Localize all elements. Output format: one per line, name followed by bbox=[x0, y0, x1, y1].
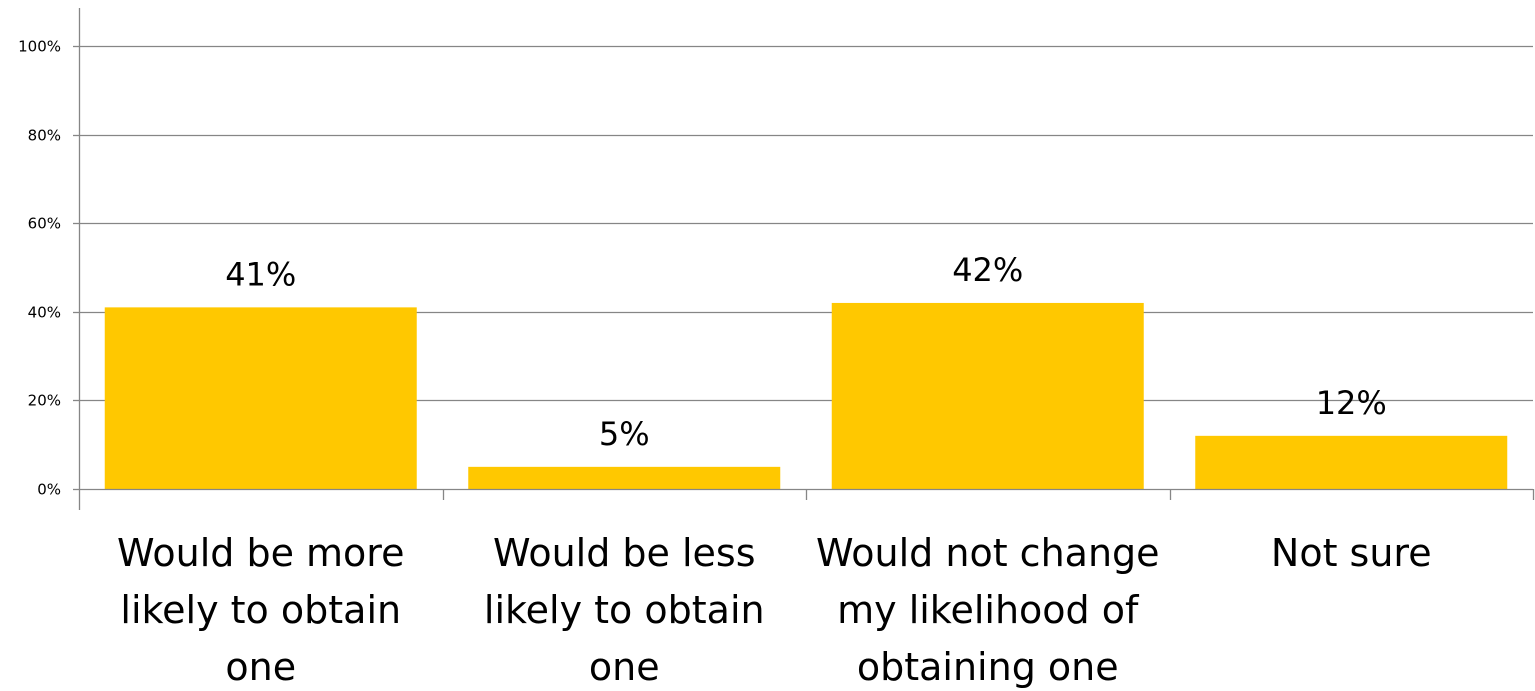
x-category-label-line: Not sure bbox=[1271, 531, 1432, 575]
axes bbox=[73, 8, 1535, 510]
data-label: 12% bbox=[1316, 384, 1387, 422]
data-label: 42% bbox=[952, 251, 1023, 289]
x-category-label-line: Would be more bbox=[117, 531, 404, 575]
data-label: 41% bbox=[225, 255, 296, 293]
x-category-label-line: likely to obtain bbox=[484, 588, 765, 632]
bar bbox=[468, 466, 781, 489]
x-category-label-line: obtaining one bbox=[857, 645, 1119, 689]
y-tick-label: 60% bbox=[28, 215, 61, 233]
x-category-label-line: one bbox=[589, 645, 660, 689]
x-category-label: Would not change my likelihood of obtainin… bbox=[816, 531, 1160, 689]
data-labels: 41% 5% 42% 12% bbox=[225, 251, 1387, 453]
x-category-label-line: one bbox=[225, 645, 296, 689]
y-tick-label: 100% bbox=[18, 38, 61, 56]
y-tick-label: 0% bbox=[37, 481, 61, 499]
data-label: 5% bbox=[599, 415, 650, 453]
x-category-label-line: Would not change bbox=[816, 531, 1160, 575]
y-tick-label: 80% bbox=[28, 127, 61, 145]
x-category-label: Would be more likely to obtain one bbox=[117, 531, 404, 689]
x-category-label-line: my likelihood of bbox=[837, 588, 1140, 632]
bar bbox=[1195, 435, 1508, 489]
x-category-label: Not sure bbox=[1271, 531, 1432, 575]
x-category-label-line: likely to obtain bbox=[120, 588, 401, 632]
y-tick-label: 20% bbox=[28, 392, 61, 410]
y-tick-label: 40% bbox=[28, 304, 61, 322]
x-category-label-line: Would be less bbox=[493, 531, 756, 575]
bar bbox=[104, 307, 417, 489]
y-tick-labels: 0% 20% 40% 60% 80% 100% bbox=[18, 38, 61, 499]
x-category-label: Would be less likely to obtain one bbox=[484, 531, 765, 689]
bars bbox=[104, 302, 1508, 489]
bar bbox=[831, 302, 1144, 489]
